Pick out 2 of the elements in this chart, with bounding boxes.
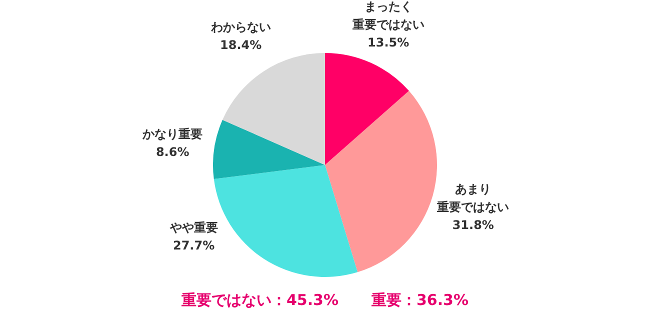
annotation: 重要：36.3%	[371, 291, 469, 309]
annotation: 重要ではない：45.3%	[181, 291, 339, 309]
